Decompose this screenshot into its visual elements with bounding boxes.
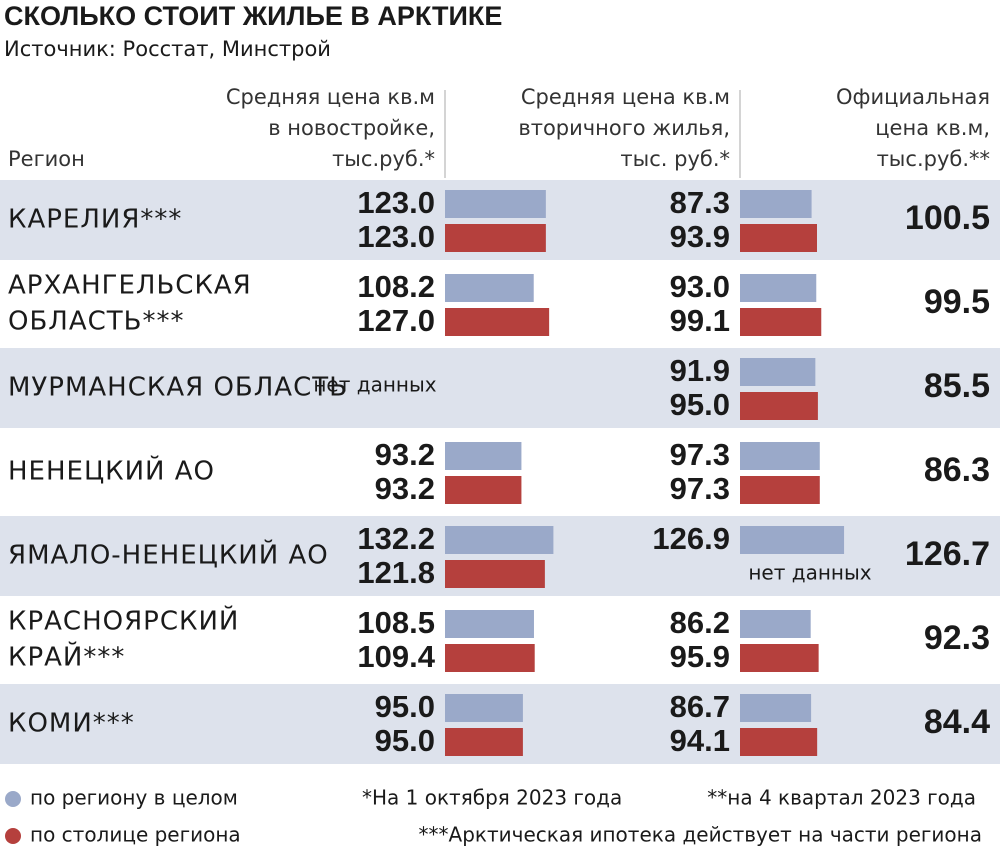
footnote: ***Арктическая ипотека действует на част… — [419, 823, 982, 847]
value-label: 108.5 — [357, 605, 435, 640]
value-label: 123.0 — [357, 185, 435, 220]
region-name: КОМИ*** — [8, 709, 135, 739]
bar — [445, 442, 522, 470]
value-label: 95.9 — [670, 639, 730, 674]
region-name: ЯМАЛО-НЕНЕЦКИЙ АО — [8, 539, 329, 571]
column-header: Средняя цена кв.м — [521, 85, 730, 109]
value-label: 93.2 — [375, 437, 435, 472]
bar — [445, 644, 535, 672]
bar — [740, 476, 820, 504]
bar — [445, 224, 546, 252]
value-label: 86.2 — [670, 605, 730, 640]
value-label: 93.2 — [375, 471, 435, 506]
column-header: тыс.руб.* — [332, 147, 435, 171]
bar — [445, 274, 534, 302]
bar — [445, 190, 546, 218]
bar — [740, 694, 812, 722]
column-header: тыс.руб.** — [877, 147, 990, 171]
source: Источник: Росстат, Минстрой — [4, 37, 331, 61]
region-name: МУРМАНСКАЯ ОБЛАСТЬ — [8, 373, 348, 403]
value-label: 95.0 — [375, 689, 435, 724]
bar — [445, 560, 545, 588]
bar — [445, 526, 554, 554]
official-price: 126.7 — [905, 535, 990, 573]
title: СКОЛЬКО СТОИТ ЖИЛЬЕ В АРКТИКЕ — [4, 1, 502, 31]
bar — [740, 644, 819, 672]
value-label: 91.9 — [670, 353, 730, 388]
bar — [445, 476, 522, 504]
column-header: Средняя цена кв.м — [226, 85, 435, 109]
footnote: **на 4 квартал 2023 года — [707, 786, 976, 810]
column-header: в новостройке, — [268, 116, 435, 140]
bar — [445, 308, 550, 336]
value-label: 127.0 — [357, 303, 435, 338]
bar — [740, 308, 822, 336]
bar — [740, 190, 812, 218]
column-header: тыс. руб.* — [620, 147, 730, 171]
value-label: 123.0 — [357, 219, 435, 254]
legend-label: по столице региона — [30, 823, 241, 847]
value-label: 121.8 — [357, 555, 435, 590]
value-label: 97.3 — [670, 437, 730, 472]
legend-marker — [5, 828, 21, 844]
value-label: 97.3 — [670, 471, 730, 506]
row-background — [0, 348, 1000, 428]
bar — [740, 610, 811, 638]
region-name: НЕНЕЦКИЙ АО — [8, 455, 215, 487]
column-header: Официальная — [836, 85, 990, 109]
bar — [740, 224, 817, 252]
value-label: 93.9 — [670, 219, 730, 254]
value-label: 93.0 — [670, 269, 730, 304]
official-price: 92.3 — [924, 619, 990, 657]
bar — [445, 610, 534, 638]
bar — [740, 358, 816, 386]
footnote: *На 1 октября 2023 года — [362, 786, 622, 810]
value-label: 108.2 — [357, 269, 435, 304]
value-label: 132.2 — [357, 521, 435, 556]
bar — [445, 728, 523, 756]
official-price: 84.4 — [924, 703, 990, 741]
column-header: цена кв.м, — [875, 116, 990, 140]
column-header: вторичного жилья, — [518, 116, 730, 140]
official-price: 100.5 — [905, 199, 990, 237]
value-label: 126.9 — [652, 521, 730, 556]
official-price: 86.3 — [924, 451, 990, 489]
bar — [740, 526, 845, 554]
legend-label: по региону в целом — [30, 786, 238, 810]
value-label: 99.1 — [670, 303, 730, 338]
value-label: 109.4 — [357, 639, 435, 674]
bar — [740, 728, 818, 756]
official-price: 99.5 — [924, 283, 990, 321]
bar — [740, 442, 820, 470]
bar — [740, 274, 817, 302]
region-name: КРАСНОЯРСКИЙ — [8, 605, 239, 637]
official-price: 85.5 — [924, 367, 990, 405]
region-name: КАРЕЛИЯ*** — [8, 205, 182, 235]
value-label: 95.0 — [375, 723, 435, 758]
legend-marker — [5, 791, 21, 807]
value-label: 95.0 — [670, 387, 730, 422]
column-header: Регион — [8, 147, 85, 171]
no-data: нет данных — [313, 373, 436, 397]
bar — [740, 392, 818, 420]
value-label: 94.1 — [670, 723, 730, 758]
region-name: АРХАНГЕЛЬСКАЯ — [8, 271, 252, 301]
no-data: нет данных — [748, 561, 871, 585]
region-name: ОБЛАСТЬ*** — [8, 307, 185, 337]
value-label: 87.3 — [670, 185, 730, 220]
value-label: 86.7 — [670, 689, 730, 724]
region-name: КРАЙ*** — [8, 641, 125, 673]
bar — [445, 694, 523, 722]
